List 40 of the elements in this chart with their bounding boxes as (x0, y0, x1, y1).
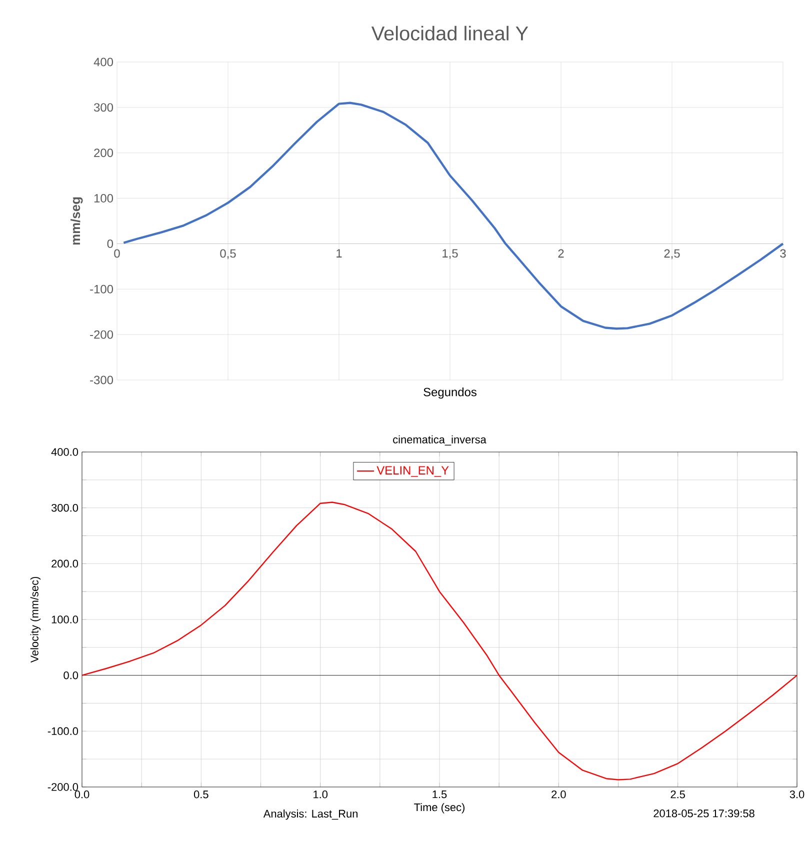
line-series (81, 502, 798, 780)
x-tick-label: 1.5 (432, 790, 447, 798)
y-tick-label: 0.0 (64, 671, 78, 680)
y-tick-label: 400.0 (51, 448, 78, 456)
x-tick-label: 3.0 (790, 790, 804, 798)
y-tick-label: -100.0 (48, 727, 78, 736)
y-tick-label: 200.0 (52, 560, 78, 568)
x-tick-label: 2.5 (670, 790, 685, 798)
y-tick-label: -300 (90, 376, 114, 384)
x-tick-label: 0.0 (74, 790, 90, 798)
y-tick-label: -200 (90, 330, 114, 339)
x-tick-label: 2 (558, 249, 564, 258)
x-tick-label: 0,5 (220, 249, 236, 260)
x-tick-label: 0.5 (194, 790, 208, 798)
y-tick-label: 300 (94, 103, 114, 112)
y-tick-label: 300.0 (51, 504, 78, 512)
x-tick-label: 2,5 (664, 249, 680, 260)
chart-title: Velocidad lineal Y (371, 26, 528, 40)
text: Analysis: Last_Run (263, 810, 358, 820)
y-axis-title: Velocity (mm/sec) (30, 576, 41, 663)
x-axis-title: Time (sec) (414, 803, 464, 814)
x-tick-label: 1.0 (314, 790, 328, 798)
line-series (122, 102, 784, 330)
x-tick-label: 2.0 (552, 790, 566, 798)
x-tick-label: 1,5 (442, 249, 458, 259)
x-axis-title: Segundos (424, 388, 476, 399)
y-tick-label: -200.0 (48, 783, 78, 791)
x-tick-label: 3 (780, 249, 786, 258)
y-tick-label: 0 (107, 239, 114, 248)
chart-title: cinematica_inversa (393, 435, 486, 446)
legend-label: VELIN_EN_Y (376, 466, 449, 477)
y-tick-label: 400 (94, 58, 114, 66)
y-tick-label: 100 (94, 194, 114, 203)
y-tick-label: 100.0 (52, 616, 78, 624)
y-tick-label: -100 (90, 284, 114, 294)
text: 2018-05-25 17:39:58 (654, 810, 754, 818)
x-tick-label: 0 (114, 249, 120, 258)
y-tick-label: 200 (94, 148, 114, 158)
y-axis-title: mm/seg (70, 197, 83, 245)
x-tick-label: 1 (336, 249, 342, 258)
